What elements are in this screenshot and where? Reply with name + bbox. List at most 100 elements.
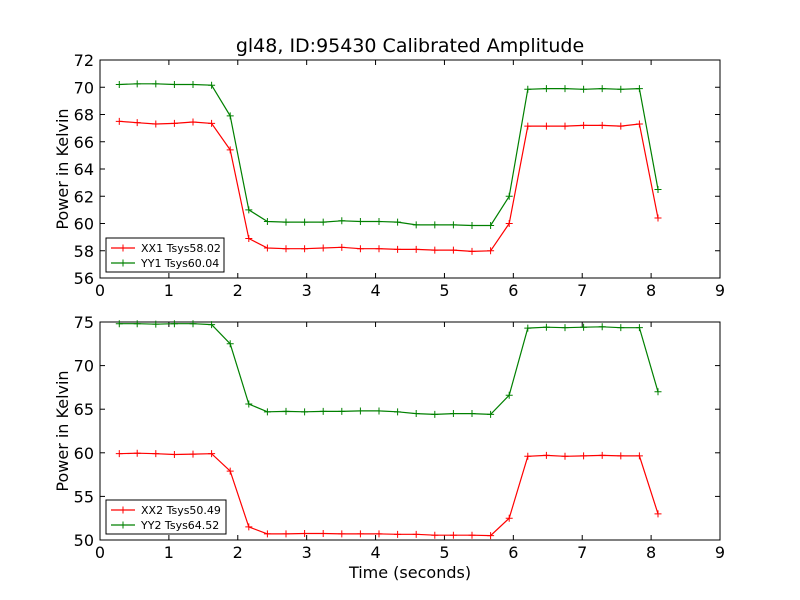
x-tick-label: 3	[302, 281, 312, 300]
y-axis-label: Power in Kelvin	[53, 370, 72, 491]
legend-label: YY2 Tsys64.52	[140, 519, 219, 532]
data-point-marker	[282, 530, 290, 538]
x-tick-label: 4	[370, 281, 380, 300]
x-tick-label: 8	[646, 281, 656, 300]
data-point-marker	[394, 530, 402, 538]
data-point-marker	[133, 449, 141, 457]
data-point-marker	[170, 119, 178, 127]
data-point-marker	[524, 85, 532, 93]
x-tick-label: 2	[233, 281, 243, 300]
data-point-marker	[115, 117, 123, 125]
data-point-marker	[580, 85, 588, 93]
chart-title: gl48, ID:95430 Calibrated Amplitude	[236, 35, 584, 57]
data-point-marker	[115, 450, 123, 458]
data-point-marker	[524, 324, 532, 332]
bottom-panel: 0 1 2 3 4 5 6 7 8 9 50 55 60 65 70 75 Power in Kelvin XX2…	[53, 313, 725, 562]
x-tick-label: 1	[164, 281, 174, 300]
y-axis-label: Power in Kelvin	[53, 108, 72, 229]
data-point-marker	[449, 531, 457, 539]
y-tick-label: 72	[74, 51, 94, 70]
data-point-marker	[208, 321, 216, 329]
data-point-marker	[542, 122, 550, 130]
data-point-marker	[375, 217, 383, 225]
data-point-marker	[301, 218, 309, 226]
legend-marker	[119, 506, 127, 514]
data-point-marker	[356, 407, 364, 415]
data-point-marker	[375, 407, 383, 415]
data-point-marker	[505, 220, 513, 227]
data-point-marker	[635, 85, 643, 93]
data-point-marker	[338, 530, 346, 538]
y-tick-label: 56	[74, 269, 94, 288]
data-point-marker	[561, 85, 569, 93]
data-point-marker	[654, 510, 662, 518]
data-point-marker	[189, 81, 197, 89]
data-point-marker	[431, 531, 439, 539]
data-point-marker	[263, 217, 271, 225]
data-point-marker	[654, 185, 662, 193]
data-point-marker	[319, 218, 327, 226]
data-point-marker	[561, 324, 569, 332]
y-tick-label: 70	[74, 357, 94, 376]
data-point-marker	[505, 192, 513, 200]
y-tick-label: 58	[74, 242, 94, 261]
data-point-marker	[208, 119, 216, 127]
x-tick-label: 5	[439, 281, 449, 300]
data-point-marker	[282, 245, 290, 253]
y-tick-label: 55	[74, 487, 94, 506]
x-tick-label: 7	[577, 543, 587, 562]
data-point-marker	[319, 244, 327, 252]
data-point-marker	[394, 245, 402, 253]
data-point-marker	[338, 407, 346, 415]
data-point-marker	[170, 451, 178, 459]
data-point-marker	[152, 320, 160, 328]
data-point-marker	[301, 408, 309, 416]
data-point-marker	[617, 85, 625, 93]
data-point-marker	[412, 221, 420, 229]
data-point-marker	[542, 323, 550, 331]
legend-label: YY1 Tsys60.04	[140, 257, 219, 270]
data-point-marker	[263, 408, 271, 416]
x-tick-label: 0	[95, 281, 105, 300]
data-point-marker	[338, 243, 346, 251]
data-point-marker	[394, 408, 402, 416]
y-tick-label: 66	[74, 133, 94, 152]
data-point-marker	[208, 450, 216, 458]
data-point-marker	[356, 217, 364, 225]
data-point-marker	[617, 324, 625, 332]
data-point-marker	[487, 532, 495, 540]
data-point-marker	[635, 324, 643, 332]
data-point-marker	[468, 410, 476, 418]
data-point-marker	[319, 407, 327, 415]
legend-box	[105, 237, 225, 273]
data-point-marker	[152, 450, 160, 458]
y-tick-label: 64	[74, 160, 94, 179]
data-point-marker	[412, 530, 420, 538]
data-point-marker	[580, 323, 588, 331]
data-point-marker	[170, 320, 178, 328]
data-point-marker	[505, 514, 513, 522]
data-point-marker	[449, 221, 457, 229]
y-tick-label: 75	[74, 313, 94, 332]
legend-marker	[119, 521, 127, 529]
data-point-marker	[338, 217, 346, 225]
data-point-marker	[245, 523, 253, 531]
data-point-marker	[133, 320, 141, 328]
data-point-marker	[375, 245, 383, 253]
x-axis-label: Time (seconds)	[348, 563, 471, 582]
data-point-marker	[133, 80, 141, 88]
y-tick-label: 60	[74, 215, 94, 234]
data-point-marker	[617, 452, 625, 460]
data-point-marker	[301, 529, 309, 537]
legend-marker	[119, 259, 127, 267]
data-point-marker	[468, 531, 476, 539]
y-tick-label: 62	[74, 187, 94, 206]
x-tick-label: 6	[508, 543, 518, 562]
x-tick-label: 1	[164, 543, 174, 562]
data-point-marker	[598, 85, 606, 93]
y-tick-label: 50	[74, 531, 94, 550]
data-point-marker	[245, 234, 253, 242]
data-point-marker	[282, 407, 290, 415]
data-point-marker	[208, 81, 216, 89]
